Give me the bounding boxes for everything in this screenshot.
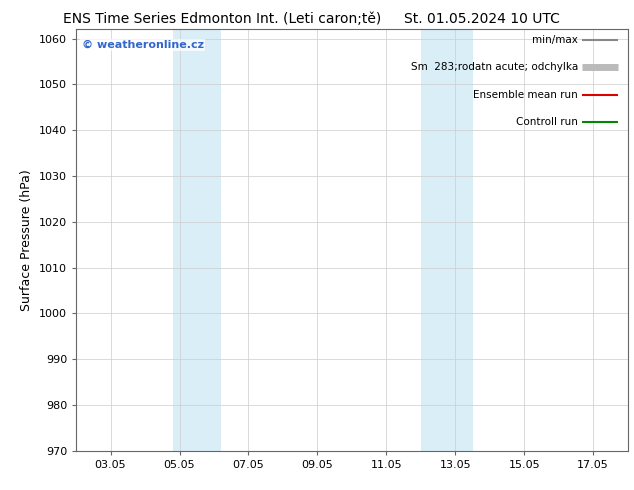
Text: St. 01.05.2024 10 UTC: St. 01.05.2024 10 UTC bbox=[404, 12, 560, 26]
Y-axis label: Surface Pressure (hPa): Surface Pressure (hPa) bbox=[20, 169, 34, 311]
Bar bbox=[172, 29, 221, 451]
Text: © weatheronline.cz: © weatheronline.cz bbox=[82, 40, 204, 50]
Text: Controll run: Controll run bbox=[516, 117, 578, 127]
Text: min/max: min/max bbox=[532, 35, 578, 45]
Text: Ensemble mean run: Ensemble mean run bbox=[473, 90, 578, 100]
Bar bbox=[421, 29, 472, 451]
Text: Sm  283;rodatn acute; odchylka: Sm 283;rodatn acute; odchylka bbox=[411, 62, 578, 73]
Text: ENS Time Series Edmonton Int. (Leti caron;tě): ENS Time Series Edmonton Int. (Leti caro… bbox=[63, 12, 381, 26]
